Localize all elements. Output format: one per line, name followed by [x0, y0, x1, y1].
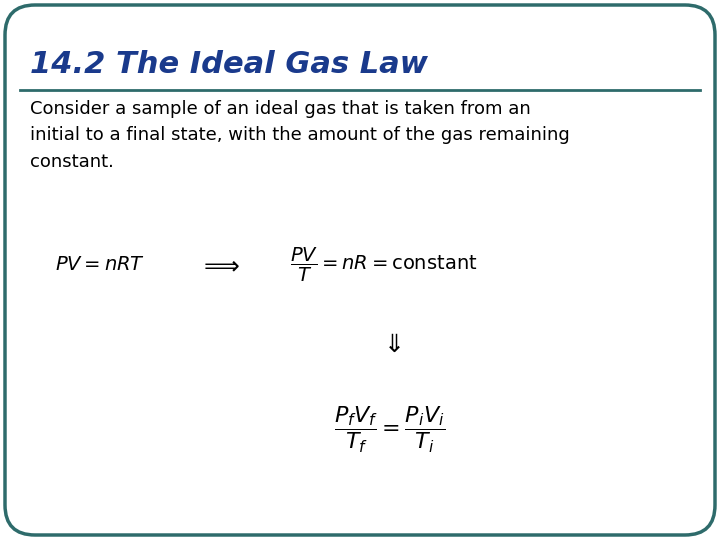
- Text: $PV = nRT$: $PV = nRT$: [55, 255, 145, 274]
- Text: $\dfrac{P_f V_f}{T_f} = \dfrac{P_i V_i}{T_i}$: $\dfrac{P_f V_f}{T_f} = \dfrac{P_i V_i}{…: [334, 405, 446, 455]
- Text: Consider a sample of an ideal gas that is taken from an
initial to a final state: Consider a sample of an ideal gas that i…: [30, 100, 570, 171]
- Text: 14.2 The Ideal Gas Law: 14.2 The Ideal Gas Law: [30, 50, 428, 79]
- Text: $\dfrac{PV}{T} = nR = \mathrm{constant}$: $\dfrac{PV}{T} = nR = \mathrm{constant}$: [290, 246, 477, 284]
- Text: $\Longrightarrow$: $\Longrightarrow$: [199, 253, 240, 277]
- Text: $\Downarrow$: $\Downarrow$: [379, 333, 401, 357]
- FancyBboxPatch shape: [5, 5, 715, 535]
